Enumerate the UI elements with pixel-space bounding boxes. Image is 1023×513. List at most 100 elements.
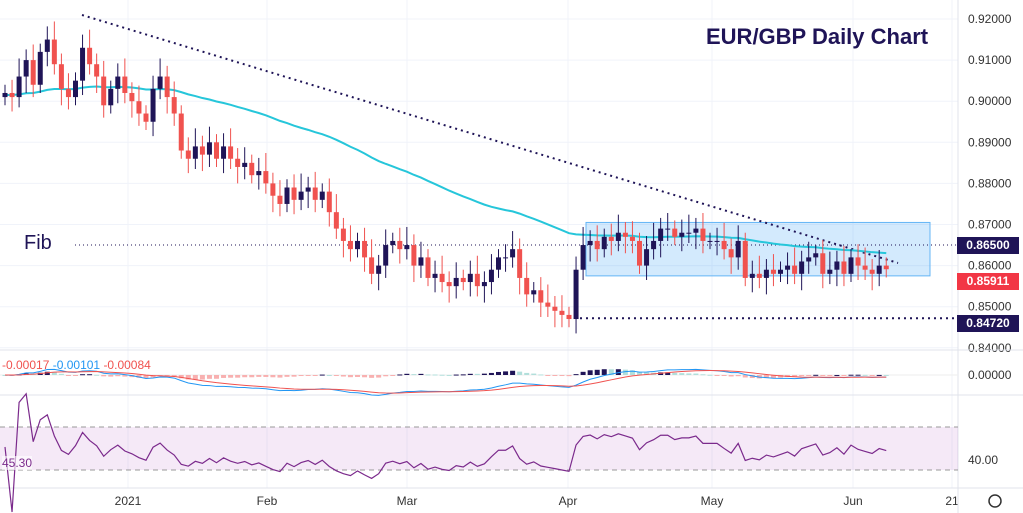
candle-body [658,228,664,241]
macd-histogram-bar [425,374,431,376]
candle-body [820,253,826,274]
macd-signal-line [4,370,887,394]
candle-body [164,76,170,98]
macd-histogram-bar [362,375,368,378]
macd-histogram-bar [883,374,889,376]
candle-body [270,183,276,196]
macd-histogram-bar [742,375,748,378]
macd-legend: -0.00017 -0.00101 -0.00084 [2,358,151,372]
macd-histogram-bar [122,375,128,377]
macd-histogram-bar [291,375,297,377]
candle-body [277,195,283,204]
candle-body [178,113,184,151]
macd-histogram-bar [432,374,438,376]
candle-body [531,290,537,295]
macd-histogram-bar [73,375,78,376]
macd-histogram-bar [115,375,121,377]
macd-histogram-bar [862,374,868,376]
candle-body [73,80,78,98]
candle-body [679,232,685,237]
macd-histogram-bar [820,375,826,376]
macd-histogram-bar [806,375,812,376]
candle-body [65,88,71,98]
macd-histogram-bar [580,371,586,375]
candle-body [869,269,875,274]
macd-histogram-bar [622,369,628,375]
macd-histogram-bar [340,375,346,377]
macd-histogram-bar [855,374,861,376]
macd-histogram-bar [693,373,699,375]
y-tick-label: 0.87000 [968,218,1012,232]
y-tick-label: 0.89000 [968,135,1012,149]
candle-body [651,240,657,250]
candle-body [467,273,473,283]
candle-body [876,265,882,274]
candle-body [806,257,812,262]
candle-body [80,47,86,81]
macd-histogram-bar [848,374,854,376]
x-tick-label: Mar [397,494,418,508]
candle-body [524,277,530,295]
candle-body [714,240,720,242]
macd-histogram-bar [439,374,445,376]
macd-histogram-bar [404,373,410,375]
macd-histogram-bar [679,373,685,375]
candle-body [214,142,219,159]
candle-body [291,187,297,200]
macd-histogram-bar [524,372,530,375]
macd-histogram-bar [545,375,551,376]
candle-body [763,269,769,278]
macd-histogram-bar [841,375,847,376]
macd-signal-value: -0.00084 [103,358,151,372]
candle-body [848,257,854,274]
macd-histogram-bar [834,374,840,376]
y-tick-label: 0.84000 [968,341,1012,355]
macd-histogram-bar [51,372,57,375]
macd-histogram-bar [686,373,692,375]
candle-body [2,92,8,98]
candle-body [862,265,868,270]
macd-histogram-bar [143,375,149,379]
candle-body [834,261,840,270]
candle-body [192,146,198,159]
candle-body [756,273,762,278]
macd-histogram-bar [136,375,142,378]
macd-histogram-bar [763,375,769,379]
y-tick-label: 0.86000 [968,259,1012,273]
settings-gear-icon[interactable] [988,494,1002,508]
x-tick-label: 21 [945,494,959,508]
candle-body [199,146,205,155]
macd-histogram-bar [813,374,819,376]
candle-body [376,265,382,274]
macd-histogram-bar [538,374,544,376]
rsi-axis-label: 40.00 [968,453,998,467]
candle-body [446,282,452,287]
rsi-value: 45.30 [2,456,33,470]
candle-body [460,277,466,283]
candle-body [728,249,734,258]
candle-body [44,39,50,52]
candle-body [587,240,593,246]
candle-body [242,162,248,167]
candle-body [721,240,727,250]
macd-histogram-bar [347,375,353,378]
candle-body [573,269,579,320]
macd-histogram-bar [164,375,170,376]
candle-body [115,76,121,89]
candle-body [453,277,459,287]
macd-histogram-bar [474,373,480,375]
candle-body [319,191,325,200]
macd-histogram-bar [418,373,424,375]
candle-body [157,76,163,89]
candle-body [16,76,22,98]
macd-histogram-bar [573,374,579,376]
macd-histogram-bar [65,375,71,376]
macd-histogram-bar [108,375,114,377]
x-tick-label: Feb [257,494,278,508]
last-price-tag: 0.85911 [957,273,1019,290]
candle-body [143,113,149,122]
candle-body [249,162,255,176]
macd-histogram-bar [256,375,262,377]
candle-body [608,236,614,241]
